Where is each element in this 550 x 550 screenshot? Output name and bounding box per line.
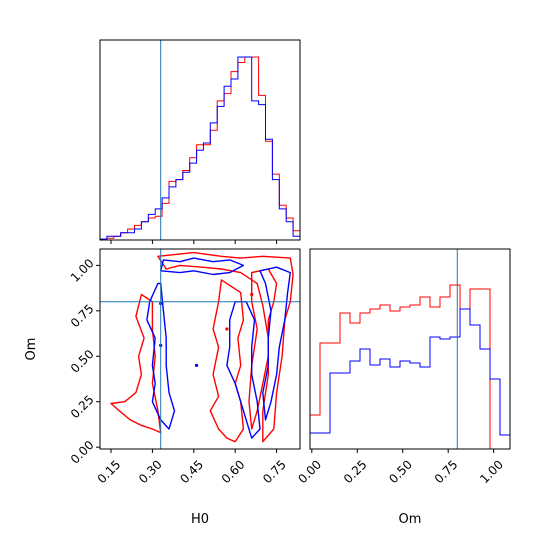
contour-4 xyxy=(160,257,245,276)
h0-axis-label: H0 xyxy=(191,512,209,527)
h0-tick-label-3: 0.60 xyxy=(219,457,248,486)
contour-0 xyxy=(157,251,294,443)
contour-2 xyxy=(209,279,245,443)
om-tick-label-2: 0.50 xyxy=(68,347,97,376)
contour-7 xyxy=(259,266,291,421)
histogram-h0-series-1 xyxy=(99,56,301,240)
joint-contour-panel: 0.15 0.30 0.45 0.60 0.75 0.00 0.25 0.50 0.75 1.0… xyxy=(24,248,301,527)
om-tick-label-1: 0.25 xyxy=(68,392,97,421)
h0-axis-ticks: 0.15 0.30 0.45 0.60 0.75 xyxy=(95,449,289,486)
h0-tick-label-1: 0.30 xyxy=(136,457,165,486)
histogram-om-series xyxy=(309,284,511,450)
om-tick-label-3: 0.75 xyxy=(68,302,97,331)
om-histogram-ticks: 0.00 0.25 0.50 0.75 1.00 xyxy=(295,449,506,486)
om-axis-label-left: Om xyxy=(24,338,39,361)
om-tick-label-0: 0.00 xyxy=(68,438,97,467)
contour-1 xyxy=(110,293,162,434)
histogram-h0-ticks xyxy=(110,240,278,244)
h0-tick-label-2: 0.45 xyxy=(177,457,206,486)
contour-5 xyxy=(146,282,176,430)
histogram-h0-panel xyxy=(99,39,301,244)
om-hist-tick-label-2: 0.50 xyxy=(386,457,415,486)
contour-blob-4 xyxy=(225,327,229,331)
histogram-om-frame xyxy=(309,248,511,450)
contour-6 xyxy=(226,301,261,439)
om-axis-ticks: 0.00 0.25 0.50 0.75 1.00 xyxy=(68,256,100,467)
histogram-h0-frame xyxy=(99,39,301,241)
om-axis-label-bottom: Om xyxy=(399,512,422,527)
contour-blob-0 xyxy=(194,363,199,367)
h0-tick-label-0: 0.15 xyxy=(95,457,124,486)
joint-frame xyxy=(99,248,301,450)
om-hist-tick-label-4: 1.00 xyxy=(477,457,506,486)
h0-tick-label-4: 0.75 xyxy=(260,457,289,486)
histogram-om-series-1 xyxy=(309,308,511,449)
contour-blob-3 xyxy=(250,292,254,297)
om-tick-label-4: 1.00 xyxy=(68,256,97,285)
om-hist-tick-label-3: 0.75 xyxy=(432,457,461,486)
histogram-om-panel: 0.00 0.25 0.50 0.75 1.00 Om xyxy=(295,248,511,527)
joint-contours xyxy=(110,251,294,443)
histogram-om-series-0 xyxy=(309,284,510,450)
histogram-h0-series xyxy=(99,56,301,240)
om-hist-tick-label-1: 0.25 xyxy=(341,457,370,486)
histogram-h0-series-0 xyxy=(99,56,301,240)
om-hist-tick-label-0: 0.00 xyxy=(295,457,324,486)
contour-3 xyxy=(248,268,278,430)
